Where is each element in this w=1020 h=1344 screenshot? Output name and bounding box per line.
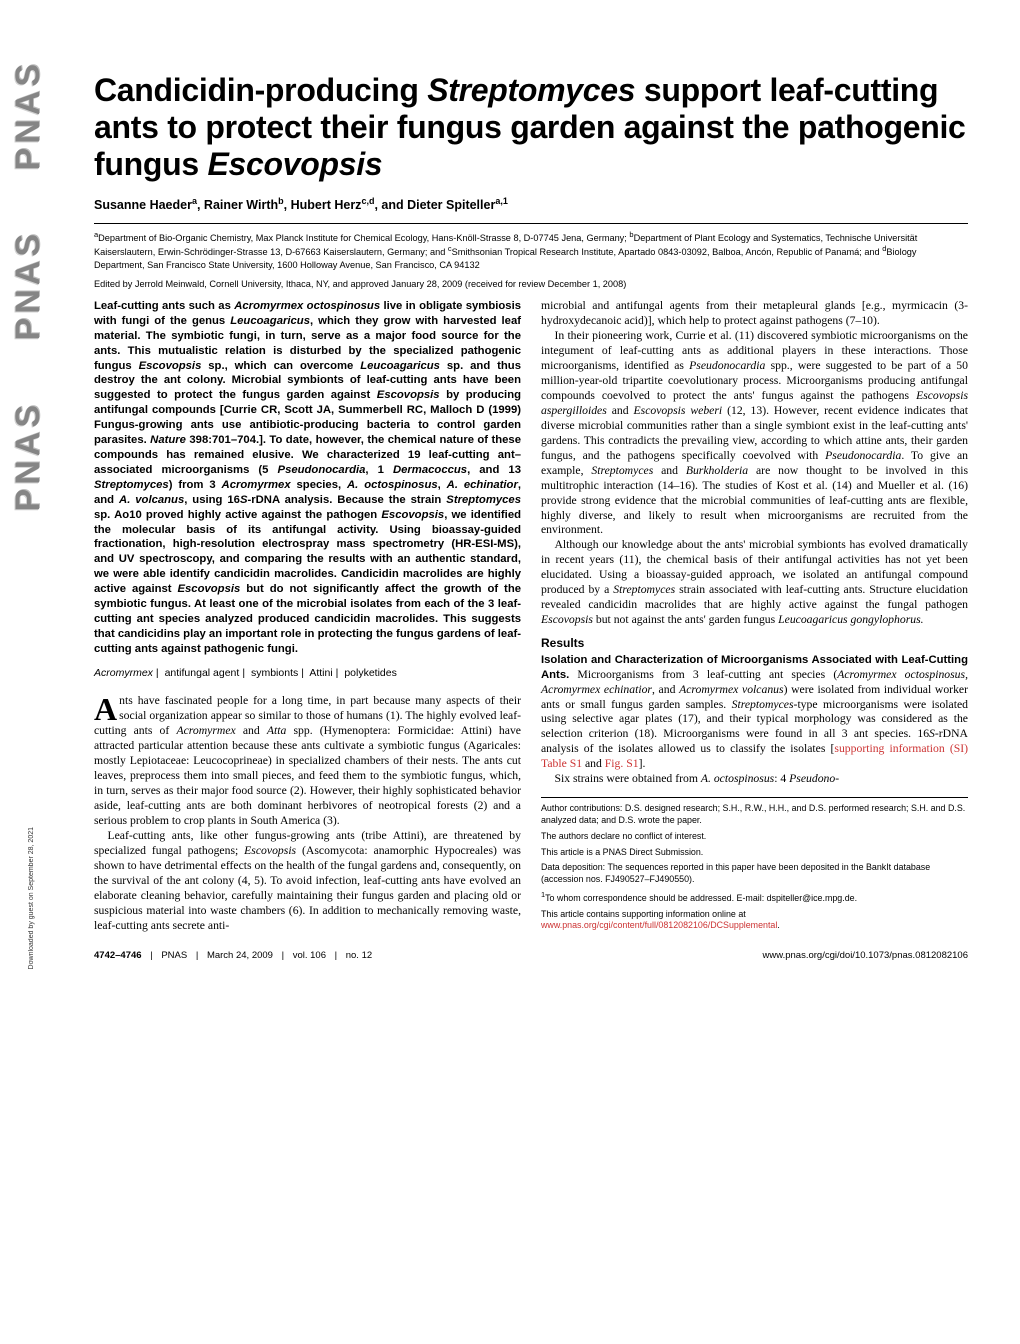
editor-note: Edited by Jerrold Meinwald, Cornell Univ… [94,279,968,289]
body-paragraph: Ants have fascinated people for a long t… [94,694,521,829]
body-paragraph: Although our knowledge about the ants' m… [541,538,968,628]
footnote-submission: This article is a PNAS Direct Submission… [541,847,968,859]
journal-name: PNAS [161,950,187,961]
doi-link[interactable]: www.pnas.org/cgi/doi/10.1073/pnas.081208… [763,950,968,961]
pnas-logo-icon: PNAS [9,401,48,511]
body-paragraph: Leaf-cutting ants, like other fungus-gro… [94,829,521,934]
footnote-data-deposition: Data deposition: The sequences reported … [541,862,968,886]
keyword: Attini [309,667,332,679]
keyword: symbionts [251,667,298,679]
download-timestamp: Downloaded by guest on September 28, 202… [28,827,35,969]
affiliations: aDepartment of Bio-Organic Chemistry, Ma… [94,230,968,271]
pnas-logo-icon: PNAS [9,60,48,170]
abstract: Leaf-cutting ants such as Acromyrmex oct… [94,299,521,657]
footnote-author-contrib: Author contributions: D.S. designed rese… [541,803,968,827]
issue-date: March 24, 2009 [207,950,273,961]
footnote-supporting-info: This article contains supporting informa… [541,909,968,933]
subsection-text: Microorganisms from 3 leaf-cutting ant s… [541,668,968,771]
keywords: Acromyrmex| antifungal agent| symbionts|… [94,667,521,680]
divider [94,223,968,224]
pnas-logo-icon: PNAS [9,230,48,340]
page-content: Candicidin-producing Streptomyces suppor… [94,0,968,936]
two-column-body: Leaf-cutting ants such as Acromyrmex oct… [94,299,968,936]
footer-left: 4742–4746 | PNAS | March 24, 2009 | vol.… [94,950,372,961]
keyword: polyketides [344,667,397,679]
footnotes: Author contributions: D.S. designed rese… [541,797,968,932]
footnote-conflict: The authors declare no conflict of inter… [541,831,968,843]
volume: vol. 106 [293,950,326,961]
keyword: antifungal agent [165,667,240,679]
results-subsection: Isolation and Characterization of Microo… [541,653,968,773]
body-paragraph: In their pioneering work, Currie et al. … [541,329,968,539]
body-paragraph: Six strains were obtained from A. octosp… [541,772,968,787]
issue-number: no. 12 [346,950,372,961]
author-list: Susanne Haedera, Rainer Wirthb, Hubert H… [94,196,968,212]
article-title: Candicidin-producing Streptomyces suppor… [94,72,968,182]
keyword: Acromyrmex [94,667,153,679]
section-heading-results: Results [541,636,968,651]
pnas-sidebar: PNAS PNAS PNAS [0,0,56,1344]
footnote-correspondence: 1To whom correspondence should be addres… [541,890,968,905]
page-footer: 4742–4746 | PNAS | March 24, 2009 | vol.… [94,936,968,979]
body-paragraph: microbial and antifungal agents from the… [541,299,968,329]
page-range: 4742–4746 [94,950,142,961]
